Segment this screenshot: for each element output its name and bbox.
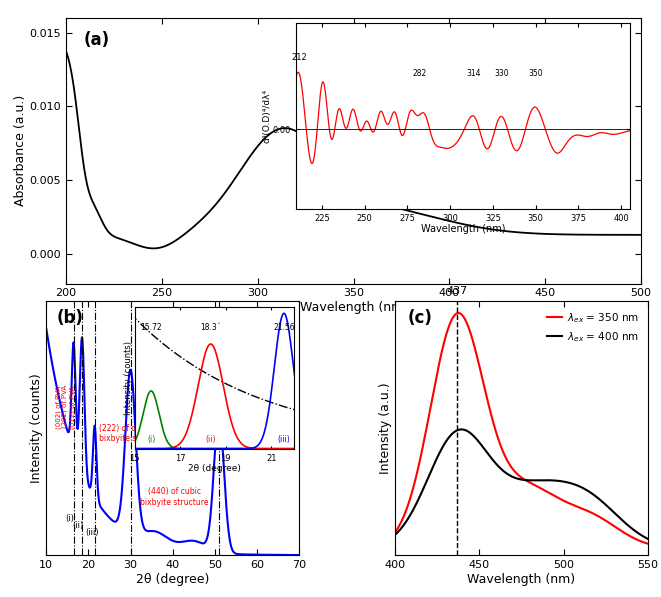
$\lambda_{ex}$ = 350 nm <box>436 357 444 364</box>
Legend: $\lambda_{ex}$ = 350 nm, $\lambda_{ex}$ = 400 nm: $\lambda_{ex}$ = 350 nm, $\lambda_{ex}$ … <box>543 307 642 348</box>
Text: (i): (i) <box>65 515 74 524</box>
$\lambda_{ex}$ = 400 nm <box>457 426 465 433</box>
Line: $\lambda_{ex}$ = 350 nm: $\lambda_{ex}$ = 350 nm <box>395 313 648 544</box>
Text: (iii): (iii) <box>85 528 98 537</box>
$\lambda_{ex}$ = 350 nm <box>391 529 399 536</box>
$\lambda_{ex}$ = 400 nm <box>456 426 464 433</box>
Text: (b): (b) <box>56 309 83 327</box>
$\lambda_{ex}$ = 350 nm <box>561 497 568 504</box>
$\lambda_{ex}$ = 400 nm <box>541 476 549 484</box>
Text: (ii): (ii) <box>72 521 83 530</box>
$\lambda_{ex}$ = 350 nm <box>506 461 514 469</box>
$\lambda_{ex}$ = 350 nm <box>582 506 590 513</box>
X-axis label: Wavelength (nm): Wavelength (nm) <box>467 573 576 586</box>
$\lambda_{ex}$ = 400 nm <box>644 536 652 543</box>
$\lambda_{ex}$ = 400 nm <box>506 472 514 479</box>
$\lambda_{ex}$ = 400 nm <box>582 486 590 493</box>
Text: 437: 437 <box>447 287 468 297</box>
$\lambda_{ex}$ = 400 nm <box>436 449 444 456</box>
Text: (440) of cubic
bixbyite structure: (440) of cubic bixbyite structure <box>141 487 209 507</box>
$\lambda_{ex}$ = 350 nm <box>541 487 549 494</box>
X-axis label: 2θ (degree): 2θ (degree) <box>136 573 210 586</box>
$\lambda_{ex}$ = 400 nm <box>561 478 568 485</box>
Text: (012) of PVA: (012) of PVA <box>69 385 75 429</box>
$\lambda_{ex}$ = 350 nm <box>454 309 462 316</box>
$\lambda_{ex}$ = 350 nm <box>457 310 465 317</box>
Text: (c): (c) <box>408 309 432 327</box>
Text: (002) of PVA: (002) of PVA <box>56 385 62 429</box>
Y-axis label: Absorbance (a.u.): Absorbance (a.u.) <box>14 95 27 207</box>
Text: (222) of cubic
bixbyite structure: (222) of cubic bixbyite structure <box>99 424 167 443</box>
$\lambda_{ex}$ = 400 nm <box>391 531 399 538</box>
Text: (202) of PVA: (202) of PVA <box>62 385 69 429</box>
Line: $\lambda_{ex}$ = 400 nm: $\lambda_{ex}$ = 400 nm <box>395 429 648 539</box>
Y-axis label: Intensity (a.u.): Intensity (a.u.) <box>379 383 392 474</box>
$\lambda_{ex}$ = 350 nm <box>644 540 652 547</box>
Y-axis label: Intensity (counts): Intensity (counts) <box>30 374 44 483</box>
Text: (a): (a) <box>83 31 110 49</box>
X-axis label: Wavelength (nm): Wavelength (nm) <box>299 301 408 314</box>
